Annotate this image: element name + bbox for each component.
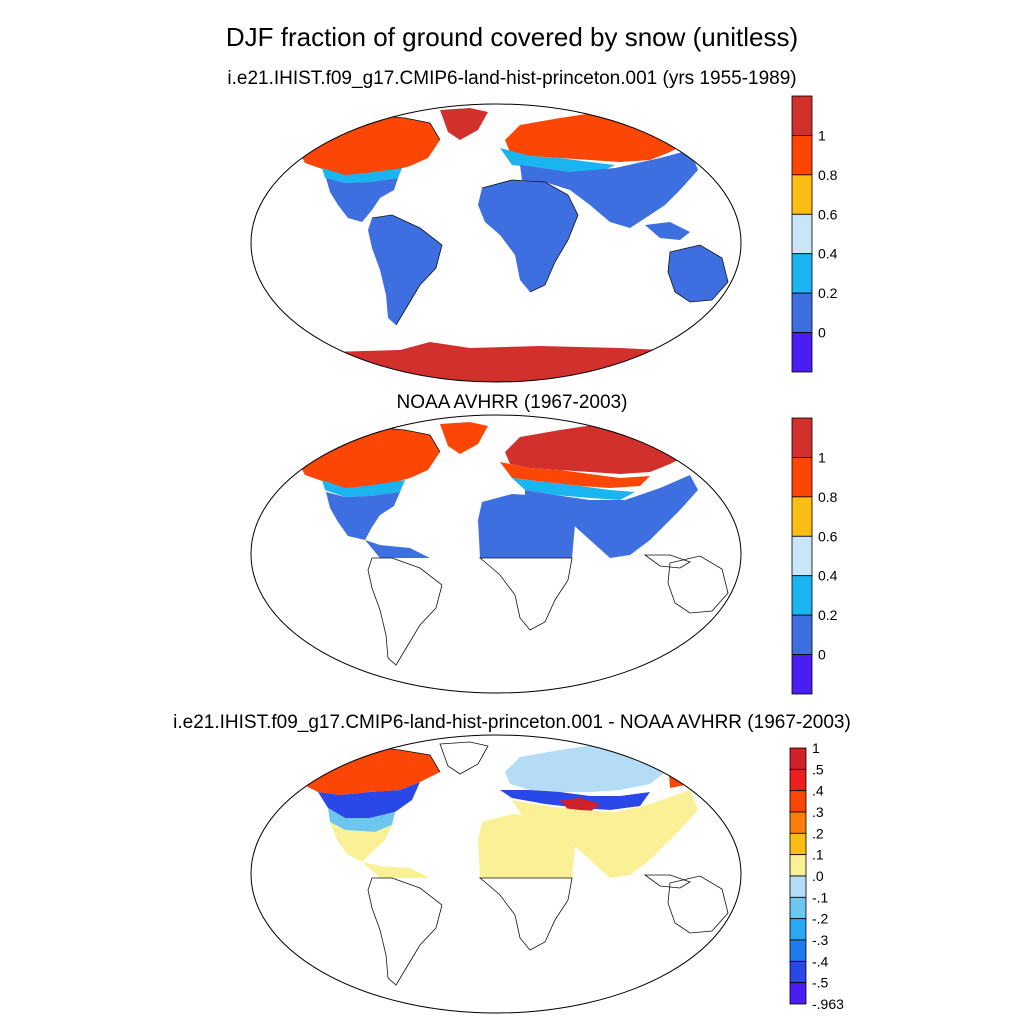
colorbar-box <box>789 854 807 877</box>
panel-2-subtitle: NOAA AVHRR (1967-2003) <box>396 392 628 413</box>
colorbar-box <box>791 654 813 695</box>
colorbar-label: 1 <box>818 127 826 143</box>
colorbar-box <box>789 918 807 941</box>
asia-diff-pos <box>512 790 698 878</box>
colorbar-box <box>791 332 813 373</box>
antarctica-snow <box>251 342 741 382</box>
colorbar-box <box>789 982 807 1005</box>
colorbar-label: .3 <box>812 804 824 820</box>
greenland <box>440 108 488 140</box>
colorbar-box <box>789 832 807 856</box>
colorbar-label: -.2 <box>812 911 829 927</box>
colorbar-box <box>791 614 813 655</box>
colorbar-box <box>791 135 813 176</box>
colorbar-label: 0.8 <box>818 167 838 183</box>
colorbar-label: 0.2 <box>818 607 838 623</box>
colorbar-label: 1 <box>818 449 826 465</box>
eurasia-transition <box>512 478 635 500</box>
colorbar-label: 0 <box>818 325 826 341</box>
north-america-transition <box>322 168 402 183</box>
colorbar-box <box>791 417 813 458</box>
colorbar-box <box>791 292 813 333</box>
greenland <box>440 422 488 454</box>
asia-land <box>520 150 698 228</box>
se-asia-islands <box>645 222 690 240</box>
colorbar-label: .0 <box>812 868 824 884</box>
colorbar-label: 0.2 <box>818 285 838 301</box>
colorbar-box <box>789 875 807 898</box>
colorbar-label: 0.6 <box>818 206 838 222</box>
colorbar-box <box>791 213 813 255</box>
north-america-transition <box>322 480 405 497</box>
figure-title: DJF fraction of ground covered by snow (… <box>225 22 799 52</box>
colorbar-box <box>791 174 813 215</box>
panel-3-subtitle: i.e21.IHIST.f09_g17.CMIP6-land-hist-prin… <box>173 712 851 733</box>
colorbar-label: -.4 <box>812 953 829 969</box>
map-boundary-model <box>250 103 742 383</box>
eurasia-snow <box>505 424 700 474</box>
colorbar-label: -.963 <box>812 996 844 1012</box>
colorbar-box <box>789 790 807 813</box>
map-panel-obs <box>297 422 729 666</box>
colorbar-box <box>791 496 813 537</box>
eurasia-diff-east <box>668 758 700 788</box>
colorbar-box <box>791 253 813 294</box>
asia-land <box>525 475 698 558</box>
colorbar-label: .1 <box>812 847 824 863</box>
map-panel-diff <box>297 741 729 986</box>
colorbar-box <box>791 457 813 498</box>
map-panel-model <box>251 108 741 382</box>
central-america-diff <box>362 862 430 878</box>
central-america-land <box>365 540 430 558</box>
colorbar-box <box>791 575 813 616</box>
north-america-land <box>326 178 398 222</box>
colorbar-box <box>789 811 807 834</box>
colorbar-box <box>789 747 807 770</box>
panel-1-subtitle: i.e21.IHIST.f09_g17.CMIP6-land-hist-prin… <box>227 68 797 89</box>
colorbar-label: 0.4 <box>818 568 838 584</box>
colorbar-label: 0 <box>818 647 826 663</box>
colorbar-label: 0.4 <box>818 246 838 262</box>
colorbar-box <box>789 939 807 962</box>
colorbar-obs: 1 0.8 0.6 0.4 0.2 0 <box>791 417 838 695</box>
north-america-diff-lightneg <box>328 808 395 832</box>
north-america-diff-pos <box>330 822 392 862</box>
map-boundary-obs <box>250 414 742 694</box>
north-america-diff-neg <box>318 782 420 818</box>
colorbar-box <box>791 95 813 136</box>
africa-land <box>478 180 578 292</box>
colorbar-box <box>789 896 807 920</box>
colorbar-label: -.1 <box>812 889 829 905</box>
eurasia-snow <box>505 112 700 162</box>
eurasia-diff-red <box>560 798 600 812</box>
colorbar-box <box>791 535 813 577</box>
north-america-diff-high <box>298 747 440 795</box>
colorbar-label: -.3 <box>812 932 829 948</box>
north-america-snow <box>298 427 440 490</box>
colorbar-label: .2 <box>812 825 824 841</box>
greenland <box>439 741 489 775</box>
colorbar-label: 0.6 <box>818 528 838 544</box>
colorbar-label: 1 <box>812 740 820 756</box>
colorbar-label: .4 <box>812 783 824 799</box>
eurasia-transition <box>500 148 615 172</box>
map-boundary-diff <box>250 734 742 1014</box>
south-america-land <box>368 215 442 325</box>
colorbar-label: -.5 <box>812 975 829 991</box>
colorbar-label: 0.8 <box>818 489 838 505</box>
colorbar-model: 1 0.8 0.6 0.4 0.2 0 <box>791 95 838 373</box>
colorbar-box <box>789 768 807 792</box>
eurasia-orange <box>500 462 650 488</box>
colorbar-box <box>789 960 807 984</box>
colorbar-label: .5 <box>812 761 824 777</box>
colorbar-diff: 1 .5 .4 .3 .2 .1 .0 -.1 -.2 -.3 -.4 -.5 -.963 <box>789 740 844 1012</box>
australia-land <box>668 245 728 302</box>
north-america-land <box>326 492 400 540</box>
